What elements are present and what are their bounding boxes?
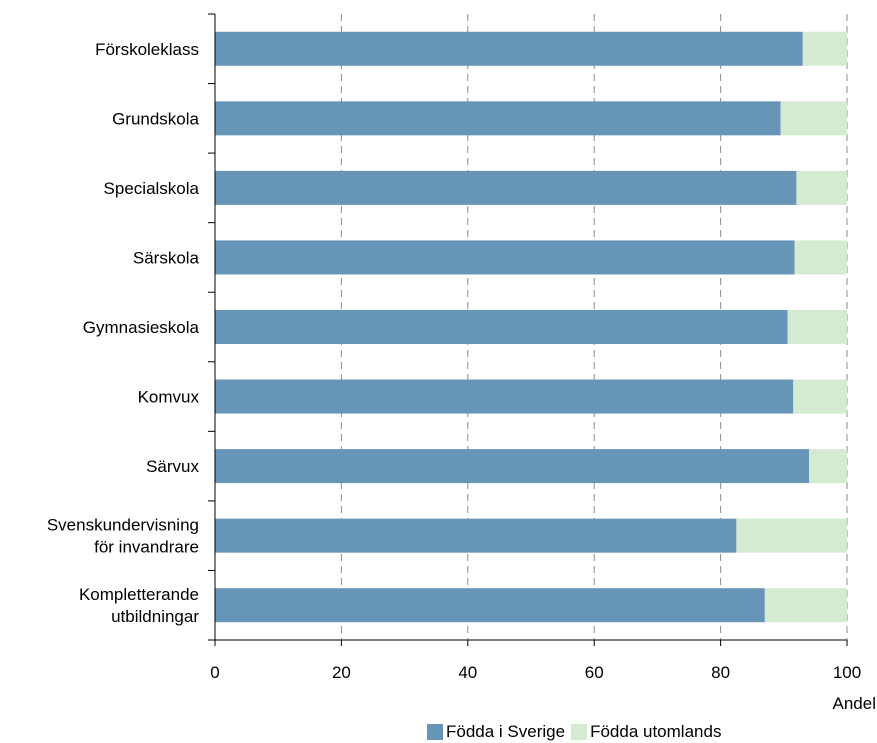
legend-swatch-utomlands xyxy=(571,724,588,740)
x-axis-tick-labels: 0 20 40 60 80 100 xyxy=(210,663,861,682)
x-tick-label-0: 0 xyxy=(210,663,219,682)
legend-label-utomlands: Födda utomlands xyxy=(590,722,722,741)
y-tick-label-2: Specialskola xyxy=(104,179,200,198)
y-tick-label-line: Gymnasieskola xyxy=(83,318,200,337)
y-tick-label-5: Komvux xyxy=(138,388,200,407)
bar-sverige-0 xyxy=(215,31,803,66)
x-tick-label-60: 60 xyxy=(585,663,604,682)
bar-sverige-2 xyxy=(215,170,797,205)
y-tick-label-line: Grundskola xyxy=(112,109,199,128)
y-tick-label-0: Förskoleklass xyxy=(95,40,199,59)
y-tick-label-1: Grundskola xyxy=(112,109,199,128)
y-tick-label-line: Komvux xyxy=(138,388,200,407)
legend: Födda i Sverige Födda utomlands xyxy=(427,722,727,742)
bar-utomlands-6 xyxy=(809,449,847,484)
bar-sverige-1 xyxy=(215,101,781,136)
y-tick-label-line: Kompletterande xyxy=(79,585,199,604)
y-tick-label-line: Särvux xyxy=(146,457,199,476)
bar-sverige-8 xyxy=(215,588,765,623)
bar-utomlands-4 xyxy=(787,310,847,344)
bar-utomlands-1 xyxy=(780,101,847,136)
y-tick-label-6: Särvux xyxy=(146,457,199,476)
x-tick-label-20: 20 xyxy=(332,663,351,682)
legend-item-sverige: Födda i Sverige xyxy=(427,722,565,742)
bar-sverige-6 xyxy=(215,449,810,484)
bar-sverige-3 xyxy=(215,240,795,275)
legend-item-utomlands: Födda utomlands xyxy=(571,722,721,742)
y-tick-label-line: Svenskundervisning xyxy=(47,516,199,535)
y-tick-label-line: för invandrare xyxy=(94,538,199,557)
y-tick-label-7: Svenskundervisning för invandrare xyxy=(47,516,199,557)
bar-sverige-5 xyxy=(215,379,794,414)
x-axis-title: Andel xyxy=(833,694,876,713)
bar-utomlands-5 xyxy=(793,379,847,414)
x-tick-label-100: 100 xyxy=(833,663,861,682)
legend-label-sverige: Födda i Sverige xyxy=(446,722,566,741)
y-tick-label-3: Särskola xyxy=(133,248,200,267)
bar-sverige-7 xyxy=(215,518,737,553)
x-tick-label-40: 40 xyxy=(458,663,477,682)
y-axis-labels: Förskoleklass Grundskola Specialskola Särsk… xyxy=(47,40,200,626)
bar-utomlands-2 xyxy=(796,170,847,205)
bar-utomlands-3 xyxy=(794,240,847,275)
bar-sverige-4 xyxy=(215,310,788,344)
y-tick-label-line: Särskola xyxy=(133,248,200,267)
y-tick-label-line: Specialskola xyxy=(104,179,200,198)
bar-utomlands-0 xyxy=(802,31,847,66)
y-tick-label-8: Kompletterande utbildningar xyxy=(79,585,199,626)
legend-swatch-sverige xyxy=(427,724,443,740)
bar-group xyxy=(215,31,847,623)
y-tick-label-line: Förskoleklass xyxy=(95,40,199,59)
axes xyxy=(208,13,848,646)
y-tick-label-line: utbildningar xyxy=(111,607,199,626)
x-tick-label-80: 80 xyxy=(711,663,730,682)
bar-utomlands-7 xyxy=(736,518,847,553)
y-tick-label-4: Gymnasieskola xyxy=(83,318,200,337)
bar-utomlands-8 xyxy=(764,588,847,623)
